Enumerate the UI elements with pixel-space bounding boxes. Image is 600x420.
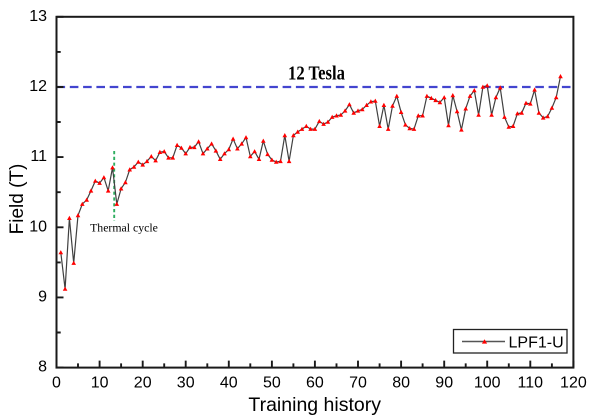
svg-text:40: 40 [220,375,238,392]
svg-text:10: 10 [29,218,47,235]
svg-text:30: 30 [177,375,195,392]
svg-text:20: 20 [134,375,152,392]
svg-text:0: 0 [52,375,61,392]
svg-text:90: 90 [435,375,453,392]
svg-text:9: 9 [38,289,47,306]
svg-text:Field (T): Field (T) [7,164,28,235]
svg-text:12 Tesla: 12 Tesla [288,64,345,85]
svg-text:110: 110 [518,375,544,392]
svg-text:8: 8 [38,359,47,376]
svg-text:100: 100 [474,375,501,392]
svg-text:Thermal cycle: Thermal cycle [90,221,158,235]
svg-text:Training history: Training history [248,394,381,416]
svg-text:60: 60 [306,375,324,392]
svg-text:10: 10 [91,375,109,392]
svg-text:13: 13 [29,8,47,25]
svg-text:120: 120 [560,375,587,392]
svg-text:11: 11 [30,148,47,165]
svg-text:50: 50 [263,375,281,392]
svg-text:12: 12 [29,78,47,95]
svg-text:80: 80 [392,375,410,392]
svg-text:70: 70 [349,375,367,392]
svg-text:LPF1-U: LPF1-U [509,335,564,352]
